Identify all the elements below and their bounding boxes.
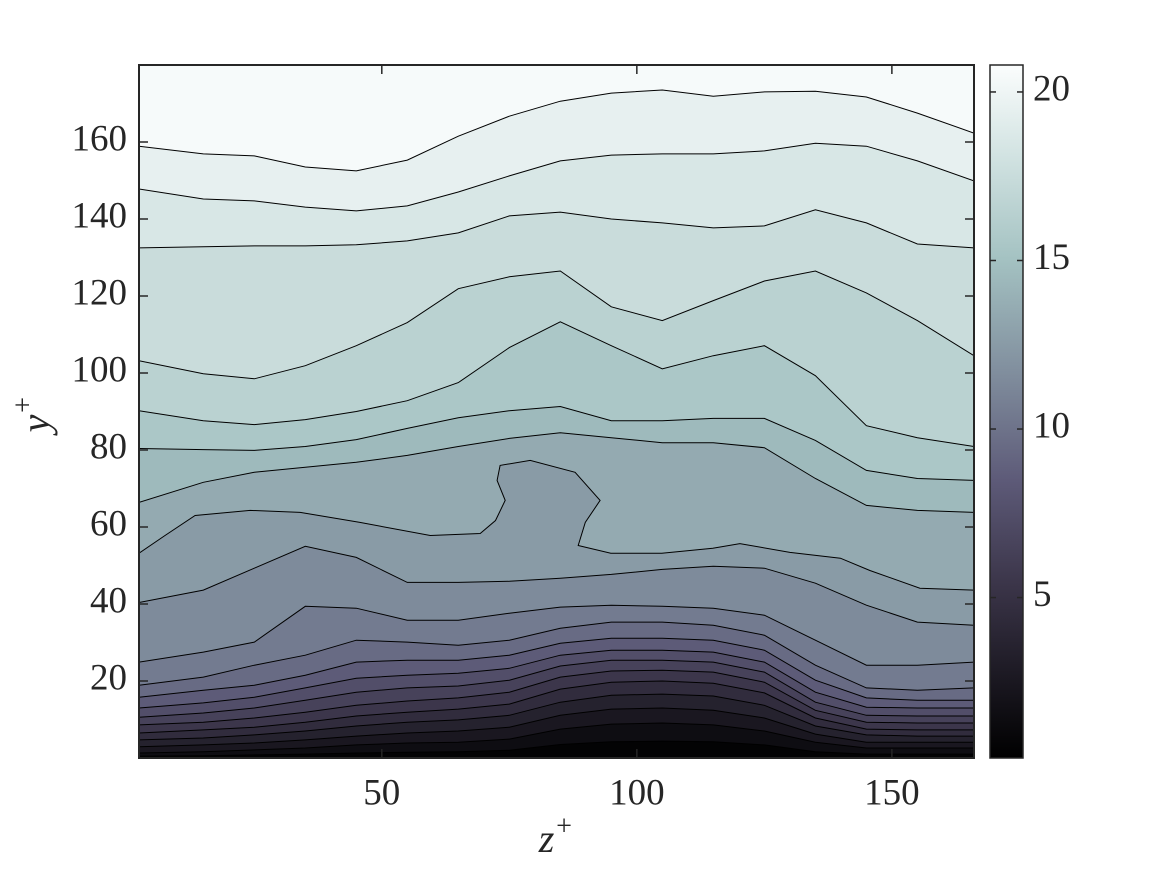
x-label-base: z: [538, 816, 555, 861]
contour-line: [139, 659, 974, 718]
contour-line: [139, 740, 974, 757]
contour-line: [139, 693, 974, 741]
contour-line: [139, 142, 974, 212]
contour-line: [139, 669, 974, 726]
colorbar: [989, 64, 1024, 759]
contour-line: [139, 649, 974, 709]
contour-line: [139, 209, 974, 249]
y-tick-label: 100: [72, 349, 128, 390]
contour-line: [139, 707, 974, 748]
y-label-sup: +: [8, 396, 39, 415]
contour-line: [139, 722, 974, 754]
y-tick-label: 40: [90, 580, 127, 621]
y-tick-label: 160: [72, 118, 128, 159]
y-tick-label: 140: [72, 195, 128, 236]
contour-line: [139, 270, 974, 380]
contour-line: [139, 604, 974, 666]
contour-line: [139, 432, 974, 513]
contour-line: [139, 405, 974, 481]
colorbar-tick-label: 5: [1033, 574, 1052, 615]
x-tick-label: 100: [609, 772, 665, 813]
contour-line: [139, 680, 974, 734]
contour-line: [139, 637, 974, 701]
colorbar-tick-label: 15: [1033, 237, 1070, 278]
contour-line: [139, 459, 974, 591]
y-label-base: y: [13, 414, 58, 436]
contour-line: [139, 89, 974, 172]
plot-area: [139, 65, 974, 758]
x-label-sup: +: [554, 811, 573, 842]
x-tick-label: 50: [363, 772, 400, 813]
y-tick-label: 120: [72, 272, 128, 313]
x-axis-label: z+: [538, 811, 573, 861]
x-tick-label: 150: [864, 772, 920, 813]
contour-line: [139, 621, 974, 691]
colorbar-tick-label: 10: [1033, 406, 1070, 447]
colorbar-tick-label: 20: [1033, 68, 1070, 109]
contour-line: [139, 321, 974, 447]
axes-frame: [138, 64, 975, 759]
contour-line: [139, 545, 974, 626]
y-tick-label: 60: [90, 503, 127, 544]
y-axis-label: y+: [8, 396, 58, 437]
y-tick-label: 20: [90, 657, 127, 698]
y-tick-label: 80: [90, 426, 127, 467]
